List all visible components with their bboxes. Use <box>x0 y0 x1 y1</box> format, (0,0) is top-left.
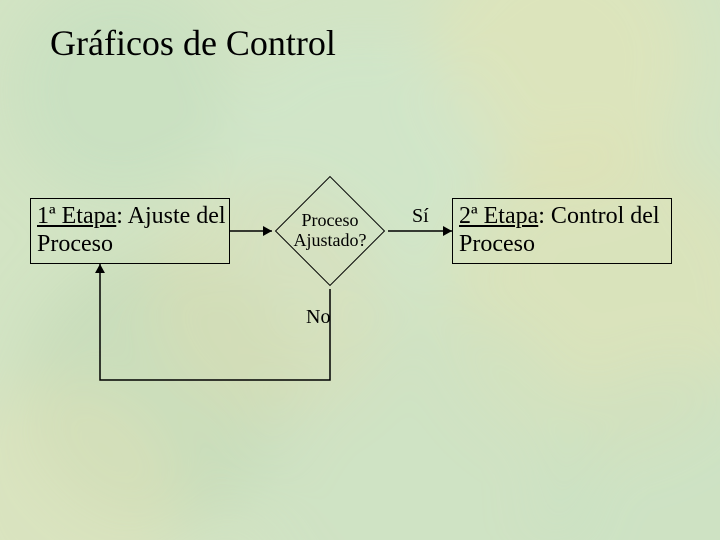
stage1-text: 1ª Etapa: Ajuste del Proceso <box>37 203 229 258</box>
stage2-text: 2ª Etapa: Control del Proceso <box>459 203 671 258</box>
decision-text: Proceso Ajustado? <box>275 176 385 286</box>
arrowhead-decision-to-stage2 <box>443 226 452 236</box>
node-stage1: 1ª Etapa: Ajuste del Proceso <box>30 198 230 264</box>
arrowhead-stage1-to-decision <box>263 226 272 236</box>
arrowhead-decision-no-back <box>95 264 105 273</box>
edge-label-no: No <box>306 306 330 329</box>
title-text: Gráficos de Control <box>50 23 336 63</box>
decision-line2: Ajustado? <box>294 230 367 250</box>
label-no-text: No <box>306 306 330 328</box>
decision-line1: Proceso <box>301 210 358 230</box>
page-title: Gráficos de Control <box>50 22 336 64</box>
label-si-text: Sí <box>412 205 429 227</box>
node-decision: Proceso Ajustado? <box>275 176 385 286</box>
edge-label-si: Sí <box>412 205 429 228</box>
stage2-underlined: 2ª Etapa <box>459 203 538 229</box>
stage1-underlined: 1ª Etapa <box>37 203 116 229</box>
node-stage2: 2ª Etapa: Control del Proceso <box>452 198 672 264</box>
